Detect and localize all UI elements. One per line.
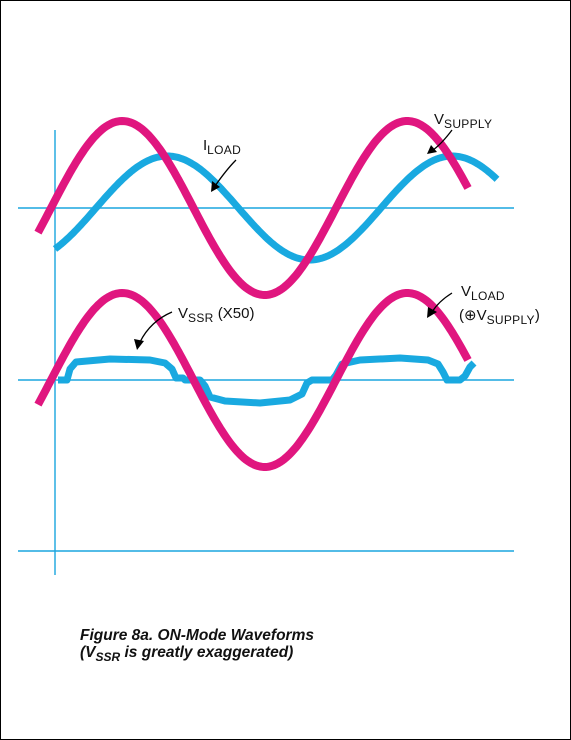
v-load-waveform [34, 289, 472, 471]
v-load-arrowhead [427, 307, 437, 318]
v-load-line2-prefix: (⊕V [459, 307, 487, 324]
i-load-arrowhead [211, 181, 220, 192]
v-supply-label: VSUPPLY [434, 111, 493, 131]
caption-line-1: Figure 8a. ON-Mode Waveforms [80, 627, 314, 644]
v-supply-arrowhead [427, 145, 437, 154]
caption-line-2-prefix: (V [80, 644, 96, 661]
caption-line-2-suffix: is greatly exaggerated) [120, 644, 294, 661]
v-load-label-main: V [461, 283, 472, 300]
i-load-label-main: I [203, 137, 208, 154]
v-supply-waveform [34, 117, 472, 299]
v-supply-pointer [432, 129, 453, 151]
v-supply-label-sub: SUPPLY [444, 117, 493, 131]
figure-caption: Figure 8a. ON-Mode Waveforms (VSSR is gr… [80, 627, 314, 664]
v-load-line2-sub: SUPPLY [486, 313, 535, 327]
v-load-label-sub: LOAD [471, 289, 505, 303]
v-ssr-label-sub: SSR [188, 311, 214, 325]
v-ssr-arrowhead [134, 339, 144, 350]
caption-line-2-sub: SSR [95, 650, 121, 664]
i-load-label-sub: LOAD [207, 143, 242, 157]
caption-line-2: (VSSR is greatly exaggerated) [80, 644, 314, 664]
v-ssr-label-suffix: (X50) [213, 305, 255, 322]
i-load-pointer [214, 159, 237, 187]
v-ssr-label: VSSR (X50) [178, 305, 255, 325]
i-load-label: ILOAD [203, 137, 242, 157]
v-ssr-waveform [58, 354, 477, 407]
v-load-supply-label: (⊕VSUPPLY) [459, 307, 540, 327]
v-supply-label-main: V [434, 111, 445, 128]
v-ssr-pointer [139, 311, 173, 343]
v-load-line2-suffix: ) [534, 307, 540, 324]
v-load-label: VLOAD [461, 283, 505, 303]
v-ssr-label-main: V [178, 305, 189, 322]
i-load-waveform [52, 152, 500, 264]
